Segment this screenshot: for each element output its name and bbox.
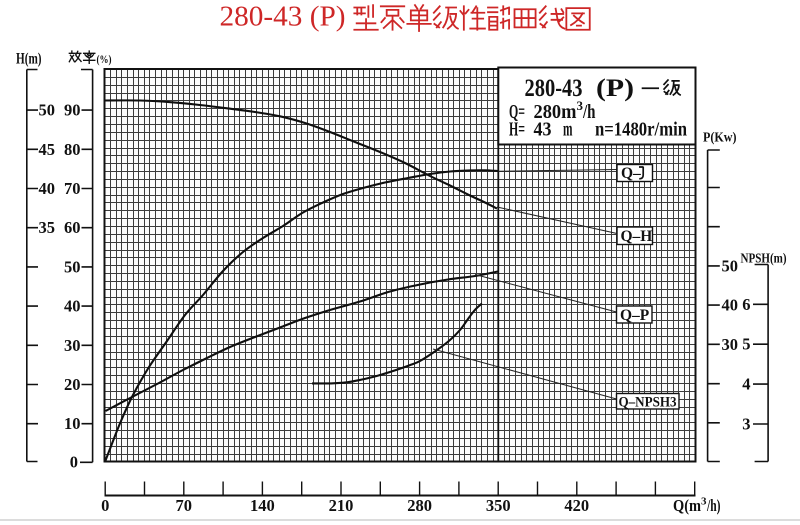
- svg-text:(%): (%): [97, 52, 112, 66]
- svg-text:35: 35: [39, 218, 56, 237]
- svg-text:70: 70: [64, 179, 81, 198]
- svg-text:Q–NPSH3: Q–NPSH3: [619, 395, 677, 411]
- svg-text:Q–: Q–: [621, 165, 641, 182]
- svg-text:5: 5: [742, 335, 750, 354]
- svg-text:(P): (P): [596, 75, 634, 102]
- svg-text:280m: 280m: [534, 101, 577, 123]
- svg-text:350: 350: [486, 496, 511, 515]
- svg-text:n=1480r/min: n=1480r/min: [595, 119, 687, 141]
- svg-text:50: 50: [64, 257, 81, 276]
- svg-text:H(m): H(m): [16, 51, 42, 68]
- svg-text:0: 0: [70, 453, 78, 472]
- svg-text:40: 40: [39, 179, 56, 198]
- svg-text:280-43: 280-43: [525, 75, 583, 102]
- svg-text:140: 140: [250, 496, 275, 515]
- svg-text:Q(m: Q(m: [673, 496, 701, 515]
- svg-text:/h): /h): [706, 496, 720, 515]
- svg-text:4: 4: [742, 375, 750, 394]
- svg-text:420: 420: [564, 496, 589, 515]
- svg-text:80: 80: [64, 140, 81, 159]
- svg-text:m: m: [563, 119, 573, 141]
- svg-text:Q–P: Q–P: [620, 307, 650, 324]
- svg-text:43: 43: [534, 119, 552, 141]
- svg-text:30: 30: [64, 336, 81, 355]
- svg-text:90: 90: [64, 101, 81, 120]
- svg-text:P(Kw): P(Kw): [703, 131, 737, 146]
- svg-text:40: 40: [64, 297, 81, 316]
- svg-text:6: 6: [742, 295, 750, 314]
- svg-text:280: 280: [407, 496, 432, 515]
- svg-text:45: 45: [39, 140, 56, 159]
- svg-text:3: 3: [742, 415, 750, 434]
- svg-text:280-43 (P): 280-43 (P): [220, 1, 346, 33]
- svg-text:3: 3: [701, 496, 707, 508]
- svg-text:50: 50: [722, 256, 739, 275]
- svg-text:40: 40: [722, 296, 739, 315]
- svg-text:20: 20: [64, 375, 81, 394]
- svg-text:30: 30: [722, 335, 739, 354]
- svg-text:50: 50: [39, 101, 56, 120]
- svg-text:10: 10: [64, 414, 81, 433]
- svg-text:0: 0: [101, 496, 109, 515]
- svg-text:/h: /h: [582, 101, 595, 123]
- svg-text:NPSH(m): NPSH(m): [741, 252, 787, 267]
- svg-text:Q=: Q=: [509, 101, 525, 123]
- svg-text:70: 70: [176, 496, 193, 515]
- svg-text:210: 210: [329, 496, 354, 515]
- svg-text:60: 60: [64, 218, 81, 237]
- svg-text:H=: H=: [509, 119, 525, 141]
- svg-text:Q–H: Q–H: [621, 228, 653, 245]
- svg-text:3: 3: [577, 98, 584, 113]
